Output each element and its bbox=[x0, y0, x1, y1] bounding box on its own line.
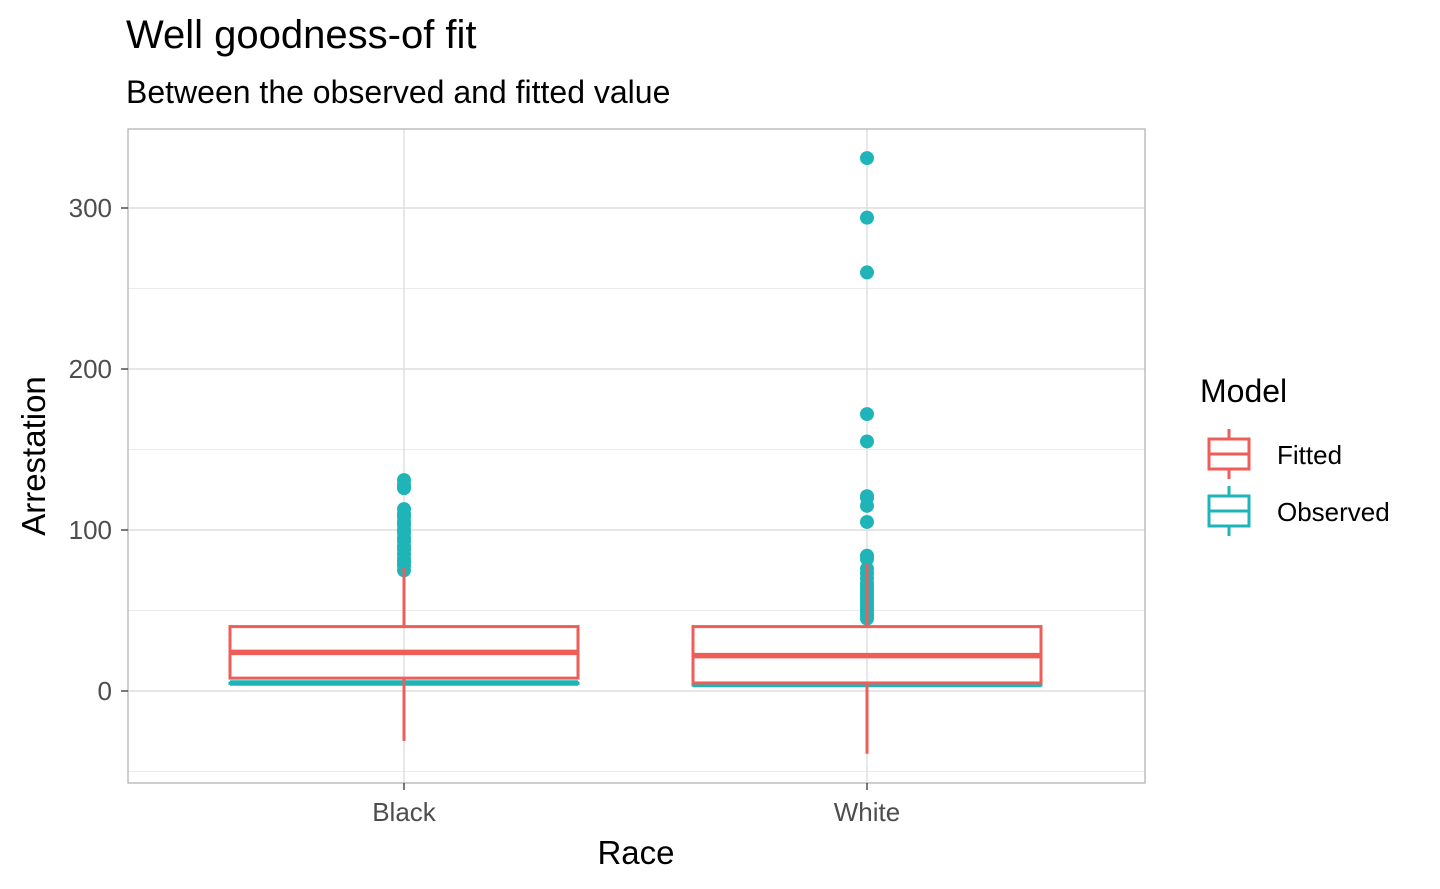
legend: Model Fitted Observed bbox=[1200, 373, 1390, 536]
chart-title: Well goodness-of fit bbox=[126, 13, 477, 57]
x-axis-title: Race bbox=[597, 834, 674, 871]
chart-subtitle: Between the observed and fitted value bbox=[126, 74, 670, 110]
outlier-point bbox=[860, 548, 874, 563]
y-tick-label: 0 bbox=[98, 676, 112, 706]
x-tick-label: White bbox=[834, 797, 900, 827]
legend-title: Model bbox=[1200, 373, 1287, 409]
grid bbox=[128, 129, 1145, 783]
legend-key-observed bbox=[1207, 486, 1251, 536]
y-axis-title: Arrestation bbox=[15, 376, 52, 536]
outlier-point bbox=[860, 489, 874, 504]
outlier-point bbox=[860, 151, 874, 166]
y-tick-label: 100 bbox=[69, 515, 112, 545]
fitted-box-black bbox=[228, 567, 580, 741]
legend-label-observed: Observed bbox=[1277, 497, 1390, 527]
plot-marks bbox=[228, 151, 1043, 754]
y-tick-label: 200 bbox=[69, 354, 112, 384]
outlier-point bbox=[860, 407, 874, 422]
outlier-point bbox=[860, 434, 874, 449]
outlier-point bbox=[860, 265, 874, 280]
y-tick-label: 300 bbox=[69, 193, 112, 223]
legend-key-fitted bbox=[1207, 429, 1251, 479]
outlier-point bbox=[397, 473, 411, 488]
outlier-point bbox=[860, 514, 874, 529]
axis-ticks: 0 100 200 300 Black White bbox=[69, 193, 901, 827]
panel-border bbox=[127, 128, 1146, 784]
legend-label-fitted: Fitted bbox=[1277, 440, 1342, 470]
outlier-point bbox=[860, 210, 874, 225]
x-tick-label: Black bbox=[372, 797, 437, 827]
outlier-point bbox=[397, 502, 411, 517]
fitted-box-white bbox=[691, 563, 1043, 754]
